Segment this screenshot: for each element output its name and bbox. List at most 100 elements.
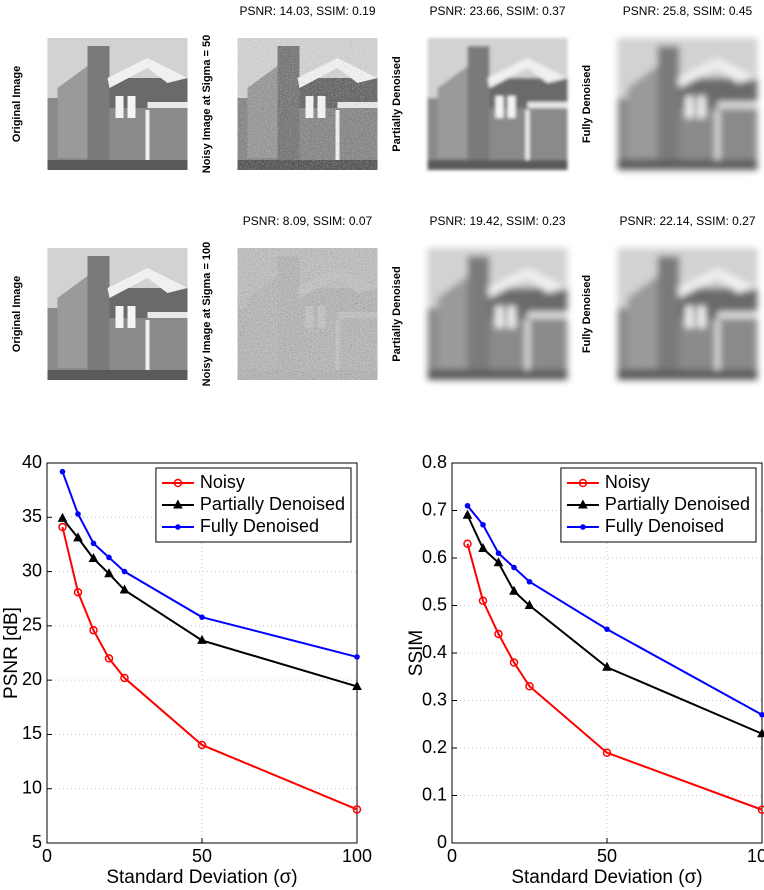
charts: 5 10 15 20 25 30 35 40 0 50 100 Standard Deviation … [1, 452, 764, 888]
legend-label: Fully Denoised [605, 516, 724, 536]
y-tick-label: 0.1 [422, 784, 447, 804]
marker [478, 542, 488, 552]
series-line [61, 526, 358, 811]
image-content [237, 38, 378, 170]
image-content [427, 38, 568, 170]
image-label: Original Image [11, 276, 23, 352]
marker [509, 585, 519, 595]
marker [58, 522, 67, 532]
image [617, 248, 758, 380]
marker [199, 614, 205, 620]
x-axis-label: Standard Deviation (σ) [106, 867, 297, 888]
y-tick-label: 25 [22, 615, 42, 635]
marker [59, 468, 66, 475]
image [47, 38, 188, 170]
y-tick-label: 15 [22, 723, 42, 743]
image-label: Partially Denoised [391, 56, 403, 151]
y-tick-label: 0.3 [422, 689, 447, 709]
series-line [466, 543, 763, 811]
image [617, 38, 758, 170]
marker [175, 524, 181, 530]
image-caption: PSNR: 23.66, SSIM: 0.37 [429, 4, 565, 18]
marker [478, 596, 488, 605]
image [237, 248, 378, 380]
axes-box [46, 462, 358, 844]
marker [524, 599, 535, 609]
image-caption: PSNR: 19.42, SSIM: 0.23 [429, 214, 565, 228]
image [427, 38, 568, 170]
image-label: Original Image [11, 66, 23, 142]
image-content [617, 38, 758, 170]
marker [104, 654, 114, 663]
marker [121, 568, 128, 575]
marker [90, 540, 97, 547]
x-tick-label: 50 [597, 846, 617, 866]
marker [578, 478, 588, 488]
marker [173, 499, 183, 509]
x-tick-label: 50 [192, 846, 212, 866]
x-tick-label: 100 [342, 846, 372, 866]
marker [759, 711, 764, 718]
y-axis-label: PSNR [dB] [1, 607, 22, 699]
marker [173, 478, 183, 488]
image-caption: PSNR: 22.14, SSIM: 0.27 [619, 214, 755, 228]
marker [757, 805, 764, 814]
marker [480, 521, 486, 528]
marker [462, 509, 473, 519]
axes-box [451, 462, 763, 844]
marker [73, 532, 83, 542]
y-tick-label: 0.8 [422, 452, 447, 472]
marker [89, 625, 98, 635]
y-tick-label: 35 [22, 506, 42, 526]
image-content [47, 38, 188, 170]
image [237, 38, 378, 170]
marker [602, 661, 612, 671]
marker [494, 629, 503, 639]
line-chart: 5 10 15 20 25 30 35 40 0 50 100 Standard Deviation … [1, 452, 372, 888]
marker [88, 552, 99, 563]
image-caption: PSNR: 25.8, SSIM: 0.45 [623, 4, 753, 18]
marker [120, 673, 129, 683]
y-axis-label: SSIM [406, 630, 427, 676]
marker [602, 748, 612, 757]
image-label: Fully Denoised [581, 65, 593, 143]
image-content [47, 248, 188, 380]
x-axis-label: Standard Deviation (σ) [511, 867, 702, 888]
x-tick-label: 0 [42, 846, 52, 866]
y-tick-label: 20 [22, 669, 42, 689]
legend-label: Noisy [200, 472, 245, 492]
y-tick-label: 0.7 [422, 499, 447, 519]
marker [104, 568, 114, 578]
x-tick-label: 100 [747, 846, 764, 866]
marker [73, 587, 83, 597]
legend-label: Noisy [605, 472, 650, 492]
x-tick-label: 0 [447, 846, 457, 866]
image-label: Noisy Image at Sigma = 50 [201, 35, 213, 173]
marker [493, 557, 504, 567]
marker [119, 584, 130, 594]
image-label: Fully Denoised [581, 275, 593, 353]
y-tick-label: 0.6 [422, 547, 447, 567]
y-tick-label: 0.4 [422, 642, 447, 662]
line-chart: 0 0.1 0.2 0.3 0.4 0.5 0.6 0.7 0.8 0 50 100 Standard … [406, 452, 764, 888]
image [427, 248, 568, 380]
marker [526, 578, 533, 585]
marker [197, 634, 207, 644]
y-tick-label: 40 [22, 452, 42, 472]
image-caption: PSNR: 14.03, SSIM: 0.19 [239, 4, 375, 18]
marker [511, 564, 517, 571]
marker [197, 740, 207, 750]
image-content [617, 248, 758, 380]
image [47, 248, 188, 380]
marker [509, 658, 519, 667]
image-panels: Original Image Noisy Image at Sigma = 50 P… [11, 4, 758, 386]
image-caption: PSNR: 8.09, SSIM: 0.07 [243, 214, 373, 228]
image-content [427, 248, 568, 380]
marker [525, 682, 534, 691]
marker [464, 502, 471, 509]
marker [352, 805, 362, 814]
marker [757, 728, 764, 738]
